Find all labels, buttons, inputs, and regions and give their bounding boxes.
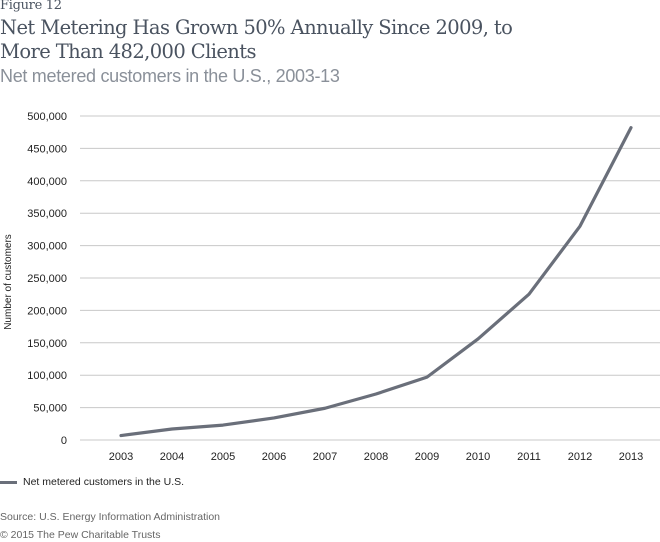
x-tick-label: 2004 <box>160 451 184 463</box>
x-tick-label: 2005 <box>211 451 235 463</box>
x-tick-label: 2007 <box>313 451 337 463</box>
y-tick-label: 150,000 <box>27 338 67 350</box>
legend-swatch <box>0 480 17 484</box>
chart-title: Net Metering Has Grown 50% Annually Sinc… <box>0 16 513 63</box>
y-tick-label: 400,000 <box>27 176 67 188</box>
x-tick-label: 2009 <box>415 451 439 463</box>
legend-label: Net metered customers in the U.S. <box>23 476 185 488</box>
y-axis-label: Number of customers <box>3 234 14 330</box>
chart-subtitle: Net metered customers in the U.S., 2003-… <box>0 66 340 86</box>
series-line <box>119 126 633 438</box>
x-tick-label: 2013 <box>619 451 643 463</box>
line-chart: 0 50,000 100,000 150,000 200,000 250,000 300,0… <box>3 111 660 463</box>
x-tick-label: 2010 <box>466 451 490 463</box>
x-tick-label: 2011 <box>517 451 541 463</box>
x-tick-label: 2008 <box>364 451 388 463</box>
figure-label: Figure 12 <box>0 0 62 13</box>
x-tick-label: 2006 <box>262 451 286 463</box>
y-tick-label: 300,000 <box>27 241 67 253</box>
y-tick-label: 50,000 <box>33 403 67 415</box>
legend: Net metered customers in the U.S. <box>0 476 184 488</box>
y-tick-label: 250,000 <box>27 273 67 285</box>
y-tick-label: 0 <box>61 435 67 447</box>
x-tick-label: 2003 <box>109 451 133 463</box>
y-tick-label: 350,000 <box>27 208 67 220</box>
y-tick-label: 100,000 <box>27 370 67 382</box>
y-tick-label: 450,000 <box>27 143 67 155</box>
copyright-note: © 2015 The Pew Charitable Trusts <box>0 529 161 541</box>
x-tick-label: 2012 <box>568 451 592 463</box>
y-tick-label: 500,000 <box>27 111 67 123</box>
source-note: Source: U.S. Energy Information Administ… <box>0 511 221 523</box>
y-tick-label: 200,000 <box>27 305 67 317</box>
